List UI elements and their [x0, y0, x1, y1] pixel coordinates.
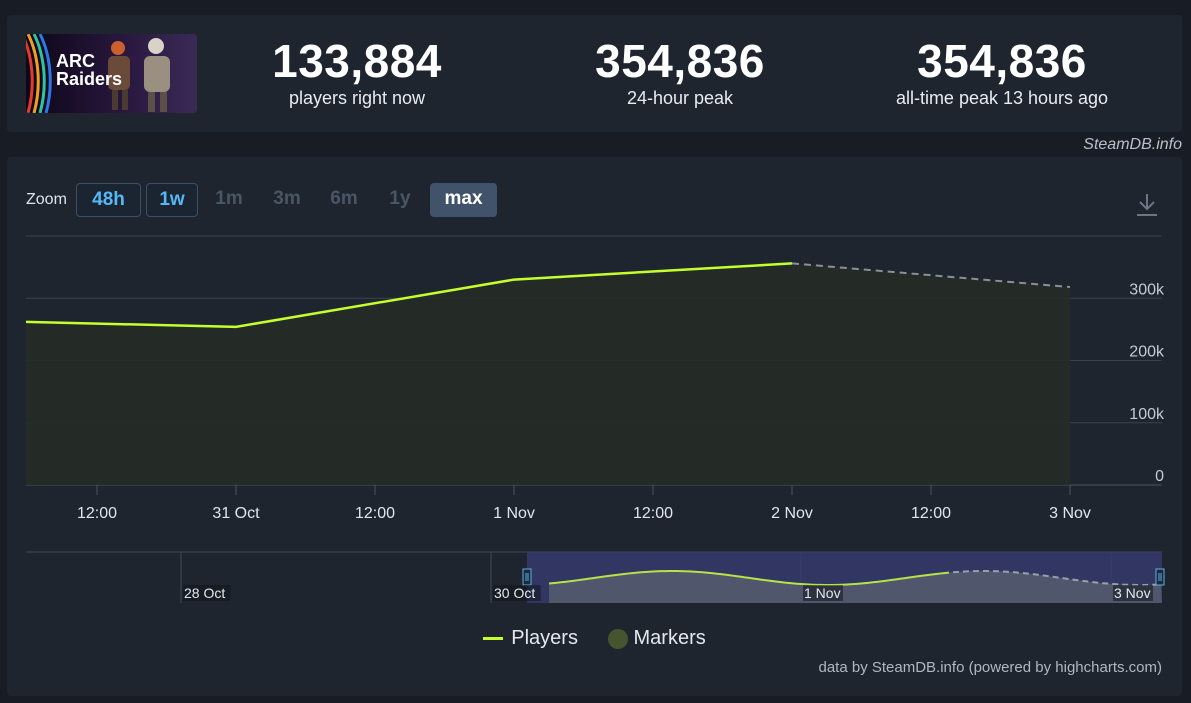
- current-players-value: 133,884: [272, 35, 442, 87]
- navigator-tick-label: 1 Nov: [804, 585, 841, 601]
- x-tick-label: 12:00: [355, 505, 395, 522]
- navigator-handle-right[interactable]: [1155, 568, 1165, 586]
- x-tick-label: 12:00: [77, 505, 117, 522]
- chart-legend: Players Markers: [7, 627, 1182, 650]
- navigator-handle-left[interactable]: [522, 568, 532, 586]
- legend-players-swatch: [483, 637, 504, 641]
- x-tick-label: 2 Nov: [771, 505, 813, 522]
- players-area: [26, 263, 1070, 485]
- navigator-tick-label: 3 Nov: [1114, 585, 1151, 601]
- day-peak-label: 24-hour peak: [626, 88, 734, 108]
- chart-card: Zoom 48h 1w 1m 3m 6m 1y max 0 100k 200k 300…: [7, 157, 1182, 696]
- stat-24h-peak: 354,836 24-hour peak: [560, 35, 800, 109]
- navigator-label-bg: [493, 585, 541, 601]
- day-peak-value: 354,836: [595, 35, 765, 87]
- y-tick-label: 200k: [1129, 344, 1165, 361]
- navigator-label-bg: [1113, 585, 1153, 601]
- all-time-peak-value: 354,836: [917, 35, 1087, 87]
- navigator-area: [549, 571, 1162, 603]
- legend-item-players[interactable]: Players: [483, 627, 578, 650]
- legend-markers-swatch: [607, 628, 628, 649]
- navigator-line: [548, 570, 950, 586]
- steamdb-attribution[interactable]: SteamDB.info: [1083, 136, 1182, 153]
- current-players-label: players right now: [288, 88, 426, 108]
- navigator: 28 Oct 30 Oct 1 Nov 3 Nov: [26, 551, 1165, 603]
- y-tick-label: 300k: [1129, 281, 1165, 298]
- axes: 0 100k 200k 300k 12:00 31 Oct 12:00 1 Nov 12:00 2…: [77, 281, 1165, 522]
- projection-line: [791, 262, 1071, 289]
- zoom-3m-button[interactable]: 3m: [273, 188, 301, 209]
- legend-players-label: Players: [511, 627, 578, 650]
- navigator-projection: [952, 570, 1162, 586]
- legend-item-markers[interactable]: Markers: [607, 627, 706, 650]
- navigator-label-bg: [183, 585, 231, 601]
- navigator-tick-label: 28 Oct: [184, 585, 225, 601]
- zoom-label: Zoom: [26, 191, 67, 208]
- zoom-1w-button[interactable]: 1w: [146, 183, 198, 217]
- zoom-48h-button[interactable]: 48h: [76, 183, 141, 217]
- stats-card: ARC Raiders 133,884 players right now 35…: [7, 15, 1182, 132]
- zoom-1m-button[interactable]: 1m: [215, 188, 243, 209]
- x-tick-label: 1 Nov: [493, 505, 535, 522]
- legend-markers-label: Markers: [633, 627, 706, 650]
- svg-text:ARC: ARC: [56, 51, 95, 71]
- y-tick-label: 100k: [1129, 406, 1165, 423]
- all-time-peak-label: all-time peak 13 hours ago: [895, 88, 1109, 108]
- y-tick-label: 0: [1155, 468, 1164, 485]
- players-chart[interactable]: 0 100k 200k 300k 12:00 31 Oct 12:00 1 Nov 12:00 2…: [7, 157, 1182, 617]
- navigator-label-bg: [803, 585, 843, 601]
- x-tick-label: 12:00: [911, 505, 951, 522]
- x-tick-label: 31 Oct: [212, 505, 260, 522]
- x-tick-label: 3 Nov: [1049, 505, 1091, 522]
- series: [25, 262, 1071, 485]
- zoom-max-button[interactable]: max: [430, 183, 497, 217]
- x-tick-label: 12:00: [633, 505, 673, 522]
- game-logo-image: ARC Raiders: [26, 34, 197, 113]
- game-banner[interactable]: ARC Raiders: [26, 34, 197, 113]
- download-icon[interactable]: [1134, 191, 1160, 219]
- navigator-tick-label: 30 Oct: [494, 585, 535, 601]
- zoom-6m-button[interactable]: 6m: [330, 188, 358, 209]
- chart-credits[interactable]: data by SteamDB.info (powered by highcha…: [818, 659, 1163, 676]
- stat-current-players: 133,884 players right now: [237, 35, 477, 109]
- zoom-1y-button[interactable]: 1y: [389, 188, 411, 209]
- stat-all-time-peak: 354,836 all-time peak 13 hours ago: [862, 35, 1142, 109]
- players-line: [25, 262, 793, 329]
- svg-text:Raiders: Raiders: [56, 69, 122, 89]
